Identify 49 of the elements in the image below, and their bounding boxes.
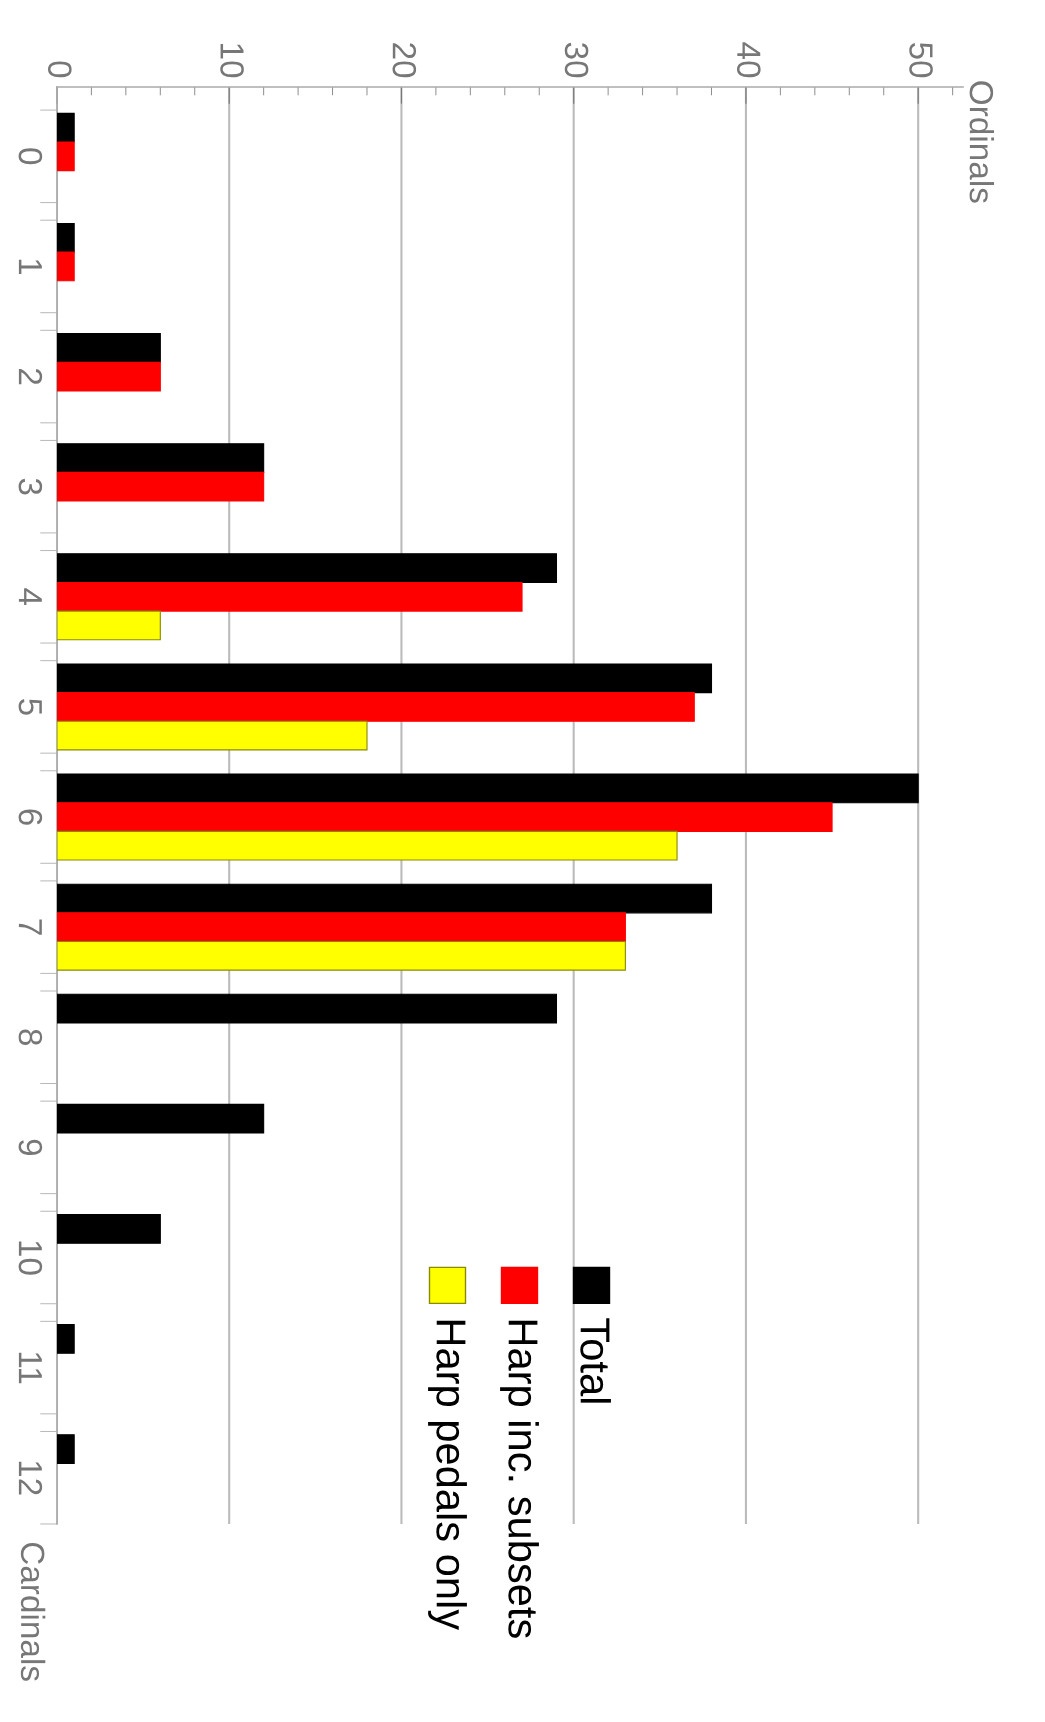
bar — [56, 141, 75, 172]
bar — [56, 1434, 75, 1464]
y-tick-label: 8 — [18, 1029, 43, 1046]
y-tick-label: 2 — [18, 368, 43, 385]
y-tick-label: 1 — [18, 259, 42, 275]
y-tick-label: 10 — [18, 1241, 43, 1275]
bar — [56, 251, 75, 282]
bar — [56, 1103, 265, 1134]
y-tick-label: 9 — [18, 1139, 43, 1156]
x-tick-label: 20 — [392, 43, 417, 78]
bar — [56, 883, 713, 914]
bar — [56, 993, 558, 1024]
y-tick-label: 4 — [18, 588, 42, 606]
bar — [56, 802, 833, 832]
bar — [56, 912, 626, 943]
y-tick-label: 0 — [18, 148, 43, 165]
bar — [56, 1213, 161, 1244]
bar — [56, 830, 678, 861]
bar — [56, 773, 919, 804]
y-tick-label: 6 — [18, 809, 43, 825]
bar — [56, 1324, 75, 1354]
bar — [56, 610, 161, 641]
legend-label: Total — [580, 1318, 611, 1403]
y-tick-label: 7 — [18, 919, 42, 935]
y-axis-title: Ordinals — [969, 81, 995, 203]
x-tick-label: 0 — [48, 61, 72, 78]
y-tick-label: 5 — [18, 698, 42, 715]
bar — [56, 720, 368, 751]
x-tick-label: 50 — [909, 42, 933, 78]
bar — [56, 361, 161, 392]
bar — [56, 443, 265, 473]
y-tick-label: 12 — [18, 1461, 43, 1495]
bar — [56, 940, 626, 971]
bar — [56, 581, 523, 612]
x-tick-label: 40 — [736, 42, 761, 78]
x-tick-label: 30 — [564, 42, 589, 78]
bar — [56, 222, 75, 253]
bar — [56, 553, 558, 584]
bar — [56, 692, 695, 722]
y-tick-label: 11 — [18, 1352, 42, 1384]
legend-label: Harp pedals only — [428, 1320, 467, 1631]
x-tick-label: 10 — [220, 44, 244, 78]
bar — [56, 663, 713, 694]
legend-label: Harp inc. subsets — [500, 1320, 539, 1638]
text: Cardinals — [20, 1542, 46, 1681]
bar — [56, 333, 161, 363]
bar — [56, 471, 265, 502]
y-tick-label: 3 — [18, 478, 43, 495]
bar — [56, 112, 75, 143]
